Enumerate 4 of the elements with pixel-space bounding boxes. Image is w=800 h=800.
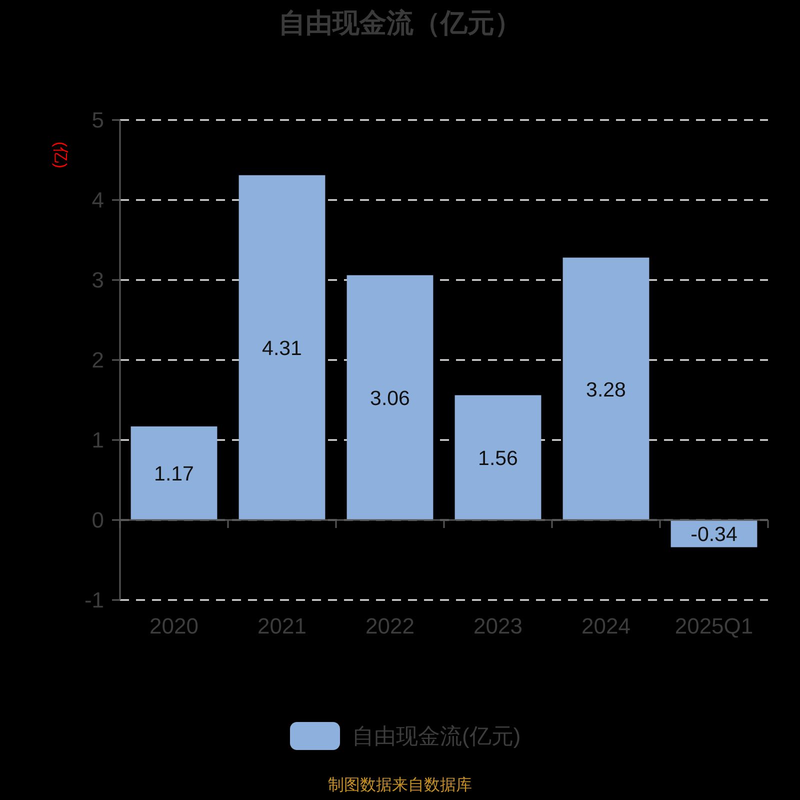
annotation: 制图数据来自数据库 bbox=[328, 777, 472, 794]
title: 自由现金流（亿元） bbox=[278, 8, 522, 38]
ylabel: (亿) bbox=[52, 142, 68, 168]
legend-label: 自由现金流(亿元) bbox=[352, 724, 521, 748]
